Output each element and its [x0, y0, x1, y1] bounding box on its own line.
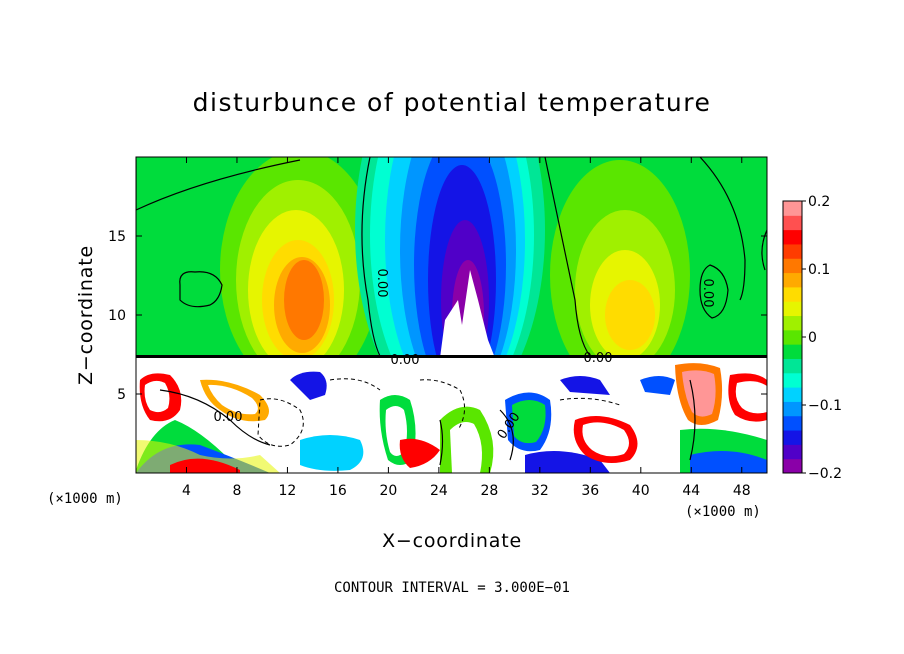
x-tick-label: 12 [279, 483, 297, 499]
x-tick-label: 24 [430, 483, 448, 499]
colorbar-swatch [783, 229, 802, 245]
colorbar-swatch [783, 201, 802, 216]
x-axis-label: X−coordinate [382, 530, 522, 552]
y-axis: 5 10 15 [108, 229, 767, 403]
colorbar-swatch [783, 358, 802, 374]
colorbar-swatch [783, 286, 802, 302]
colorbar-swatch [783, 272, 802, 288]
colorbar: 0.2 0.1 0 −0.1 −0.2 [782, 194, 842, 482]
colorbar-swatch [783, 315, 802, 331]
colorbar-tick-label: −0.1 [808, 398, 842, 414]
x-tick-label: 48 [733, 483, 751, 499]
contour-label: 0.00 [584, 351, 613, 366]
contour-label: 0.00 [214, 410, 243, 425]
x-tick-label: 28 [480, 483, 498, 499]
x-unit-right: (×1000 m) [685, 504, 761, 520]
x-tick-label: 44 [682, 483, 700, 499]
colorbar-swatch [783, 387, 802, 402]
upper-field [136, 157, 767, 420]
y-tick-label: 10 [108, 308, 126, 324]
colorbar-swatch [783, 243, 802, 259]
contour-label: 0.00 [700, 279, 715, 308]
x-tick-label: 32 [531, 483, 549, 499]
lower-field [136, 358, 767, 473]
x-tick-label: 4 [182, 483, 191, 499]
colorbar-tick-label: 0.2 [808, 194, 830, 210]
x-tick-label: 8 [232, 483, 241, 499]
colorbar-swatch [783, 372, 802, 388]
chart-title: disturbunce of potential temperature [193, 88, 712, 117]
x-tick-label: 36 [581, 483, 599, 499]
y-tick-label: 15 [108, 229, 126, 245]
colorbar-swatch [783, 329, 802, 345]
x-tick-label: 16 [329, 483, 347, 499]
colorbar-swatch [783, 301, 802, 317]
x-axis: 4 8 12 16 20 24 28 32 36 40 44 48 [182, 157, 751, 499]
colorbar-swatch [783, 415, 802, 431]
contour-interval-note: CONTOUR INTERVAL = 3.000E−01 [334, 580, 570, 596]
colorbar-tick-label: −0.2 [808, 466, 842, 482]
y-axis-label: Z−coordinate [75, 245, 97, 385]
colorbar-swatch [783, 458, 802, 474]
colorbar-swatch [783, 444, 802, 460]
x-tick-label: 20 [379, 483, 397, 499]
contour-label: 0.00 [374, 269, 389, 298]
colorbar-tick-label: 0 [808, 330, 817, 346]
y-tick-label: 5 [117, 387, 126, 403]
colorbar-swatch [783, 430, 802, 445]
colorbar-swatch [783, 344, 802, 359]
plot-area [136, 157, 767, 473]
x-tick-label: 40 [632, 483, 650, 499]
colorbar-tick-label: 0.1 [808, 262, 830, 278]
colorbar-swatch [783, 215, 802, 231]
colorbar-swatch [783, 258, 802, 274]
colorbar-swatch [783, 401, 802, 417]
x-unit-left: (×1000 m) [47, 491, 123, 507]
contour-label: 0.00 [391, 353, 420, 368]
